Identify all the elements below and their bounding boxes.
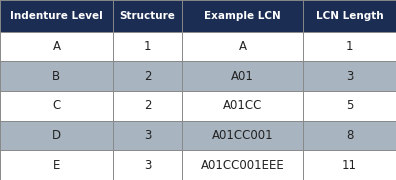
Text: 3: 3 <box>346 69 353 83</box>
Text: LCN Length: LCN Length <box>316 11 383 21</box>
Bar <box>303 121 396 150</box>
Bar <box>0 150 113 180</box>
Text: 2: 2 <box>144 99 151 112</box>
Bar <box>303 31 396 61</box>
Text: Indenture Level: Indenture Level <box>10 11 103 21</box>
Bar <box>182 91 303 121</box>
Text: 3: 3 <box>144 129 151 142</box>
Bar <box>182 0 303 31</box>
Text: 11: 11 <box>342 159 357 172</box>
Text: 1: 1 <box>346 40 353 53</box>
Bar <box>182 121 303 150</box>
Text: A01: A01 <box>231 69 254 83</box>
Bar <box>113 61 182 91</box>
Text: B: B <box>52 69 61 83</box>
Text: A01CC: A01CC <box>223 99 262 112</box>
Bar <box>0 31 113 61</box>
Bar <box>182 61 303 91</box>
Text: 3: 3 <box>144 159 151 172</box>
Text: A01CC001: A01CC001 <box>212 129 273 142</box>
Text: Example LCN: Example LCN <box>204 11 281 21</box>
Text: 5: 5 <box>346 99 353 112</box>
Text: A: A <box>238 40 247 53</box>
Bar <box>113 31 182 61</box>
Bar <box>303 0 396 31</box>
Bar <box>303 91 396 121</box>
Text: Structure: Structure <box>120 11 175 21</box>
Bar <box>113 121 182 150</box>
Bar <box>0 0 113 31</box>
Text: D: D <box>52 129 61 142</box>
Bar <box>303 61 396 91</box>
Text: A01CC001EEE: A01CC001EEE <box>201 159 284 172</box>
Text: E: E <box>53 159 60 172</box>
Bar <box>0 121 113 150</box>
Bar <box>303 150 396 180</box>
Bar <box>182 150 303 180</box>
Bar <box>182 31 303 61</box>
Bar <box>113 91 182 121</box>
Text: 1: 1 <box>144 40 151 53</box>
Text: A: A <box>52 40 61 53</box>
Bar <box>0 91 113 121</box>
Bar <box>113 150 182 180</box>
Bar <box>0 61 113 91</box>
Bar <box>113 0 182 31</box>
Text: 8: 8 <box>346 129 353 142</box>
Text: 2: 2 <box>144 69 151 83</box>
Text: C: C <box>52 99 61 112</box>
